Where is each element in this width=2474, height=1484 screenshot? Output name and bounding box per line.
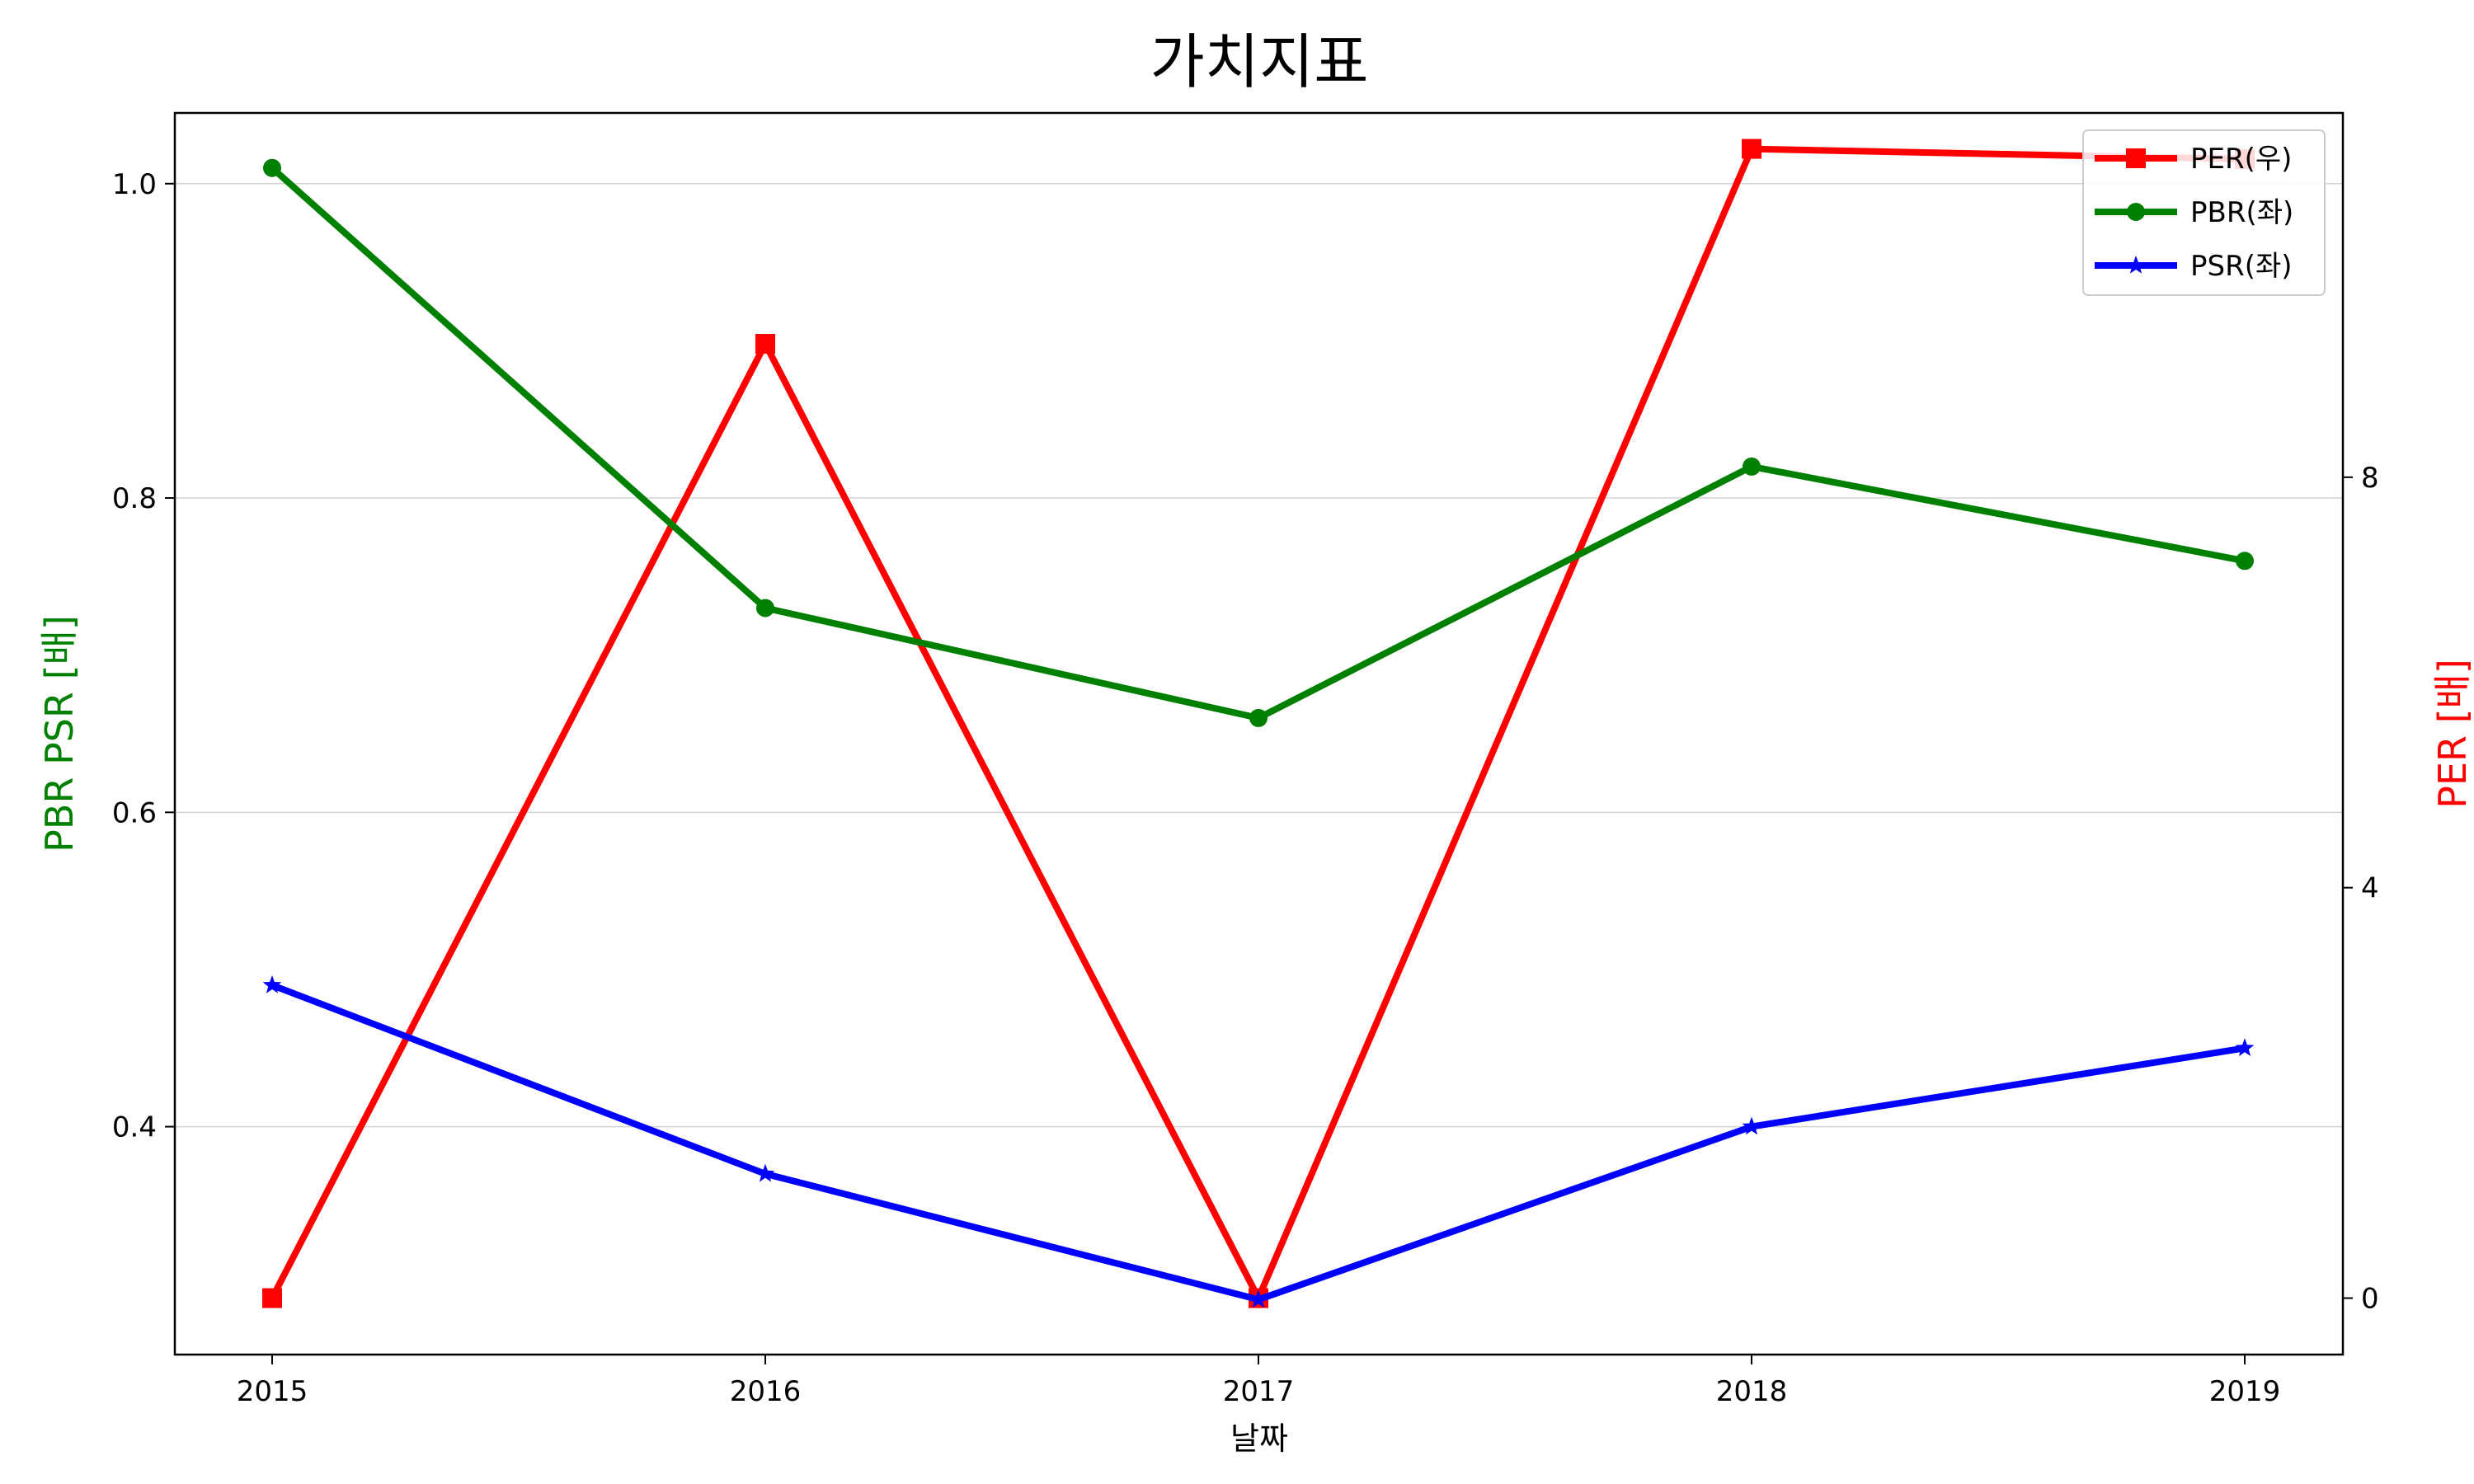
data-point [2235, 1038, 2255, 1056]
x-tick-label: 2018 [1716, 1375, 1788, 1408]
x-tick-label: 2019 [2209, 1375, 2281, 1408]
data-point [755, 1163, 775, 1182]
right-tick-label: 0 [2361, 1283, 2379, 1316]
x-axis-label: 날짜 [1230, 1421, 1288, 1457]
legend-marker [2126, 256, 2146, 274]
x-tick-label: 2016 [730, 1375, 802, 1408]
axes: 0.4 0.6 0.8 1.0 0 4 8 2015 2016 2017 2018 2019 [112, 168, 2379, 1408]
x-tick-label: 2015 [237, 1375, 308, 1408]
data-point [1249, 1289, 1268, 1308]
data-point [756, 599, 774, 618]
series-PSR(좌) [262, 975, 2255, 1308]
y-axis-label-right: PER [배] [2430, 659, 2474, 809]
legend-marker [2127, 203, 2145, 221]
data-point [1742, 1116, 1761, 1135]
data-point [1743, 457, 1761, 476]
left-tick-label: 0.4 [112, 1111, 157, 1144]
series-PBR(좌) [263, 158, 2254, 727]
legend-box [2082, 129, 2326, 296]
y-axis-label-left: PBR PSR [배] [37, 615, 82, 852]
data-point [262, 1288, 282, 1308]
gridlines [175, 183, 2343, 1128]
legend-label: PER(우) [2190, 143, 2292, 176]
data-point [1249, 708, 1268, 727]
data-point [263, 158, 281, 177]
left-tick-label: 1.0 [112, 168, 157, 201]
right-tick-label: 8 [2361, 462, 2379, 495]
legend: PER(우) PBR(좌) PSR(좌) [2082, 129, 2326, 296]
legend-marker [2126, 148, 2146, 168]
legend-label: PSR(좌) [2190, 250, 2293, 283]
data-point [755, 334, 775, 355]
left-tick-label: 0.6 [112, 796, 157, 829]
data-point [2236, 552, 2254, 571]
data-point [1742, 139, 1761, 159]
right-tick-label: 4 [2361, 872, 2379, 905]
legend-label: PBR(좌) [2190, 196, 2293, 229]
data-point [262, 975, 282, 993]
x-tick-label: 2017 [1223, 1375, 1295, 1408]
left-tick-label: 0.8 [112, 482, 157, 515]
chart-title: 가치지표 [1150, 27, 1369, 96]
